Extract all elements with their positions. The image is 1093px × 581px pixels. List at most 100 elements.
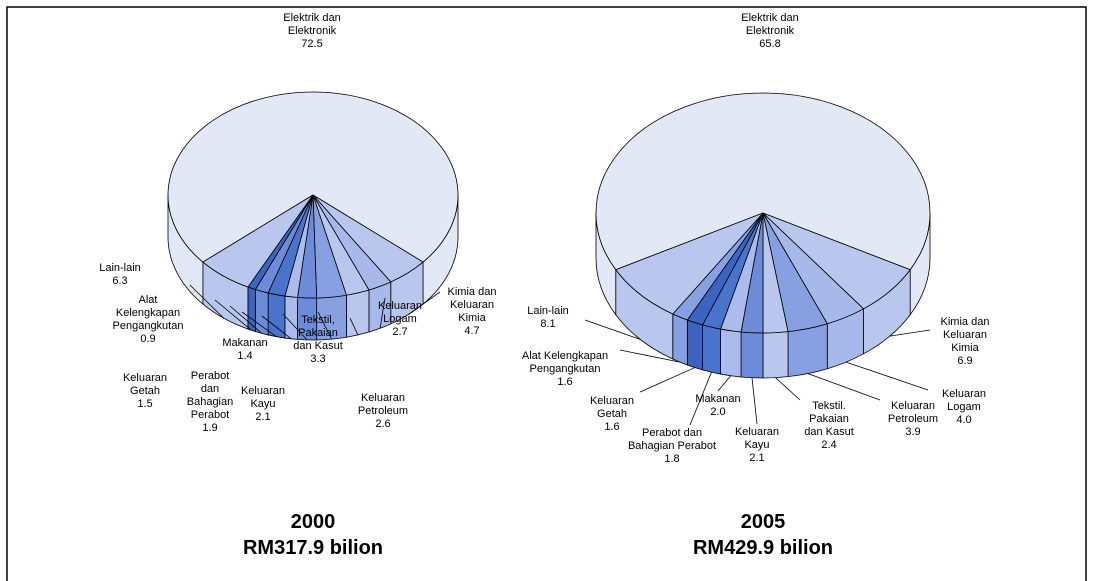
slice-label: Keluaran Kayu 2.1	[732, 426, 782, 465]
category-label: Lain-lain	[527, 305, 569, 317]
slice-label: Lain-lain 6.3	[95, 262, 145, 288]
slice	[167, 91, 459, 263]
slice-label: Keluaran Logam 4.0	[934, 388, 994, 427]
leader-line	[189, 284, 224, 319]
slice-side	[720, 328, 742, 378]
value-label: 2.1	[255, 411, 271, 423]
category-label: Tekstil. Pakaian dan Kasut	[804, 400, 854, 438]
category-label: Keluaran Logam	[377, 300, 423, 325]
slice-label: Makanan 2.0	[693, 393, 743, 419]
value-label: 2.1	[749, 452, 765, 464]
category-label: Elektrik dan Elektronik	[283, 12, 341, 37]
slice-label: Makanan 1.4	[220, 337, 270, 363]
slice-side	[672, 313, 688, 366]
chart-title: 2000	[290, 511, 336, 533]
leader-line	[261, 315, 292, 340]
slice	[595, 92, 931, 271]
slice-label: Alat Kelengkapan Pengangkutan 1.6	[505, 350, 625, 389]
slice-label: Tekstil, Pakaian dan Kasut 3.3	[288, 314, 348, 366]
leader-line	[282, 313, 308, 341]
slice-label: Elektrik dan Elektronik 65.8	[725, 12, 815, 51]
slice-label: Tekstil. Pakaian dan Kasut 2.4	[799, 400, 859, 452]
slice-side	[346, 289, 370, 338]
slice-label: Keluaran Petroleum 2.6	[348, 392, 418, 431]
value-label: 1.9	[202, 422, 218, 434]
slice-label: Keluaran Kayu 2.1	[238, 385, 288, 424]
category-label: Alat Kelengkapan Pengangkutan	[112, 294, 184, 332]
leader-line	[584, 319, 641, 340]
category-label: Tekstil, Pakaian dan Kasut	[293, 314, 343, 352]
category-label: Kimia dan Keluaran Kimia	[940, 316, 990, 354]
category-label: Keluaran Kayu	[734, 426, 780, 451]
slice-side	[702, 324, 721, 375]
leader-line	[214, 299, 252, 331]
leader-line	[807, 373, 881, 401]
slice-side	[686, 319, 704, 371]
value-label: 6.3	[112, 275, 128, 287]
value-label: 72.5	[301, 38, 323, 50]
slice-label: Alat Kelengkapan Pengangkutan 0.9	[108, 294, 188, 346]
leader-line	[845, 361, 929, 391]
slice-side	[787, 323, 828, 378]
category-label: Keluaran Petroleum	[357, 392, 409, 417]
slice-label: Keluaran Logam 2.7	[370, 300, 430, 339]
slice-label: Keluaran Getah 1.6	[587, 395, 637, 434]
leader-line	[775, 377, 801, 401]
category-label: Elektrik dan Elektronik	[741, 12, 799, 37]
value-label: 3.3	[310, 353, 326, 365]
slice-label: Kimia dan Keluaran Kimia 4.7	[437, 286, 507, 338]
category-label: Makanan	[222, 337, 268, 349]
slice	[615, 212, 764, 315]
category-label: Kimia dan Keluaran Kimia	[447, 286, 497, 324]
leader-line	[619, 349, 681, 363]
value-label: 4.7	[464, 325, 480, 337]
leader-line	[689, 371, 712, 426]
category-label: Keluaran Getah	[122, 372, 168, 397]
leader-line	[317, 311, 333, 340]
leader-line	[639, 367, 696, 393]
chart-subtitle: RM317.9 bilion	[242, 537, 384, 559]
leader-line	[717, 375, 732, 392]
category-label: Keluaran Logam	[941, 388, 987, 413]
value-label: 2.0	[710, 406, 726, 418]
value-label: 2.4	[821, 439, 837, 451]
value-label: 8.1	[540, 318, 556, 330]
value-label: 2.6	[375, 418, 391, 430]
category-label: Keluaran Kayu	[240, 385, 286, 410]
slice-label: Keluaran Petroleum 3.9	[878, 400, 948, 439]
leader-line	[407, 291, 441, 316]
category-label: Perabot dan Bahagian Perabot	[627, 427, 717, 452]
leader-line	[751, 377, 758, 425]
chart-title: 2005	[740, 511, 786, 533]
value-label: 4.0	[956, 414, 972, 426]
slice-side	[740, 331, 764, 379]
value-label: 0.9	[140, 333, 156, 345]
leader-line	[241, 311, 277, 338]
leader-line	[229, 305, 262, 334]
leader-line	[379, 297, 386, 329]
value-label: 1.8	[664, 453, 680, 465]
value-label: 1.6	[557, 376, 573, 388]
category-label: Keluaran Getah	[589, 395, 635, 420]
value-label: 1.6	[604, 421, 620, 433]
slice-label: Keluaran Getah 1.5	[120, 372, 170, 411]
slice-label: Perabot dan Bahagian Perabot 1.9	[185, 370, 235, 435]
value-label: 6.9	[957, 355, 973, 367]
frame	[6, 6, 1087, 581]
category-label: Perabot dan Bahagian Perabot	[186, 370, 234, 421]
slice-label: Elektrik dan Elektronik 72.5	[267, 12, 357, 51]
category-label: Alat Kelengkapan Pengangkutan	[521, 350, 609, 375]
slice-label: Lain-lain 8.1	[523, 305, 573, 331]
slice-label: Perabot dan Bahagian Perabot 1.8	[627, 427, 717, 466]
slice-side	[254, 288, 269, 336]
value-label: 3.9	[905, 426, 921, 438]
category-label: Lain-lain	[99, 262, 141, 274]
value-label: 1.5	[137, 398, 153, 410]
slice	[202, 194, 314, 288]
chart-subtitle: RM429.9 bilion	[692, 537, 834, 559]
value-label: 65.8	[759, 38, 781, 50]
category-label: Keluaran Petroleum	[887, 400, 939, 425]
value-label: 2.7	[392, 326, 408, 338]
